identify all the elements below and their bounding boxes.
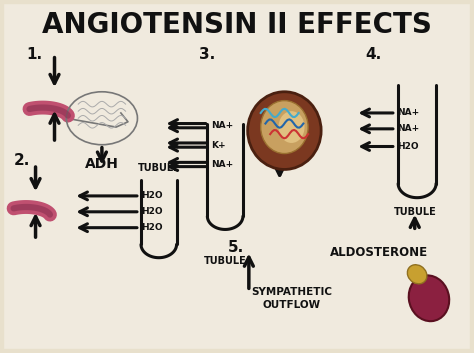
Text: NA+: NA+ [211,160,233,169]
Text: NA+: NA+ [211,121,233,130]
Text: 5.: 5. [228,240,244,255]
Ellipse shape [247,92,321,169]
Text: NA+: NA+ [397,108,419,118]
Ellipse shape [407,265,427,284]
Text: TUBULE: TUBULE [137,163,180,173]
Text: H2O: H2O [397,142,419,151]
Text: SYMPATHETIC
OUTFLOW: SYMPATHETIC OUTFLOW [251,287,332,310]
Ellipse shape [409,275,449,321]
Text: TUBULE: TUBULE [204,256,246,266]
Text: H2O: H2O [141,191,163,201]
Ellipse shape [278,111,304,143]
Ellipse shape [261,101,308,154]
Text: TUBULE: TUBULE [393,207,436,217]
Text: NA+: NA+ [397,124,419,133]
Text: ADH: ADH [85,157,119,171]
Text: ANGIOTENSIN II EFFECTS: ANGIOTENSIN II EFFECTS [42,11,432,39]
Text: H2O: H2O [141,207,163,216]
Text: H2O: H2O [141,223,163,232]
Text: ALDOSTERONE: ALDOSTERONE [330,246,428,259]
Text: 1.: 1. [26,47,42,62]
Text: 3.: 3. [199,47,215,62]
Text: 4.: 4. [365,47,381,62]
Text: K+: K+ [211,140,226,150]
Text: 2.: 2. [14,153,31,168]
